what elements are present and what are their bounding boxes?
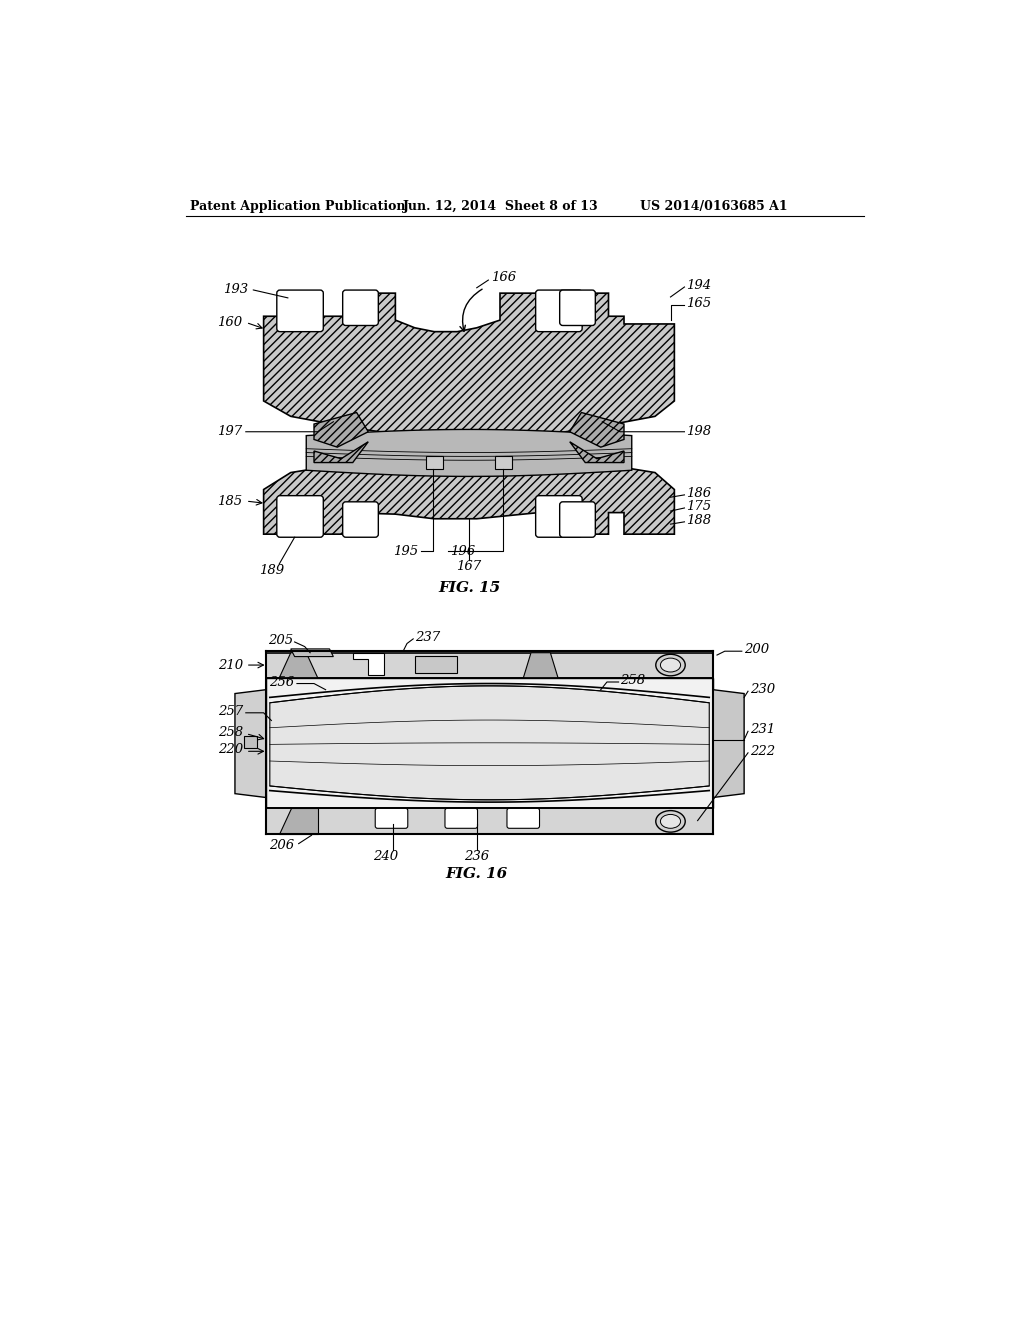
Bar <box>495 455 512 470</box>
Text: 195: 195 <box>393 545 419 557</box>
Polygon shape <box>523 653 558 678</box>
Polygon shape <box>280 653 317 678</box>
Bar <box>245 737 257 748</box>
Text: 185: 185 <box>217 495 243 508</box>
Polygon shape <box>352 653 384 675</box>
Text: 258: 258 <box>621 675 645 686</box>
Polygon shape <box>266 808 713 834</box>
FancyBboxPatch shape <box>343 502 378 537</box>
Text: 189: 189 <box>259 564 284 577</box>
Text: 222: 222 <box>750 744 775 758</box>
Text: Patent Application Publication: Patent Application Publication <box>190 199 406 213</box>
Polygon shape <box>314 442 369 462</box>
Bar <box>415 656 458 673</box>
Text: 193: 193 <box>223 282 248 296</box>
Polygon shape <box>291 649 334 656</box>
Text: 206: 206 <box>269 838 295 851</box>
Text: 200: 200 <box>744 643 769 656</box>
FancyBboxPatch shape <box>276 290 324 331</box>
FancyBboxPatch shape <box>560 290 595 326</box>
Polygon shape <box>314 412 369 447</box>
Text: FIG. 16: FIG. 16 <box>445 867 508 882</box>
Text: 167: 167 <box>457 560 481 573</box>
Polygon shape <box>569 412 624 447</box>
Ellipse shape <box>660 814 681 829</box>
Text: 220: 220 <box>217 743 243 756</box>
Text: 256: 256 <box>269 676 295 689</box>
Text: 197: 197 <box>217 425 243 438</box>
Text: 165: 165 <box>686 297 711 310</box>
Ellipse shape <box>655 810 685 832</box>
Text: 236: 236 <box>464 850 489 862</box>
Text: 196: 196 <box>450 545 475 557</box>
Text: 188: 188 <box>686 513 711 527</box>
Ellipse shape <box>660 659 681 672</box>
Text: 198: 198 <box>686 425 711 438</box>
FancyBboxPatch shape <box>560 502 595 537</box>
Text: 160: 160 <box>217 315 243 329</box>
FancyBboxPatch shape <box>276 496 324 537</box>
Text: 205: 205 <box>268 634 293 647</box>
Polygon shape <box>713 689 744 797</box>
Polygon shape <box>263 454 675 535</box>
Polygon shape <box>263 293 675 440</box>
Ellipse shape <box>655 655 685 676</box>
Bar <box>426 455 443 470</box>
FancyBboxPatch shape <box>343 290 378 326</box>
Text: 257: 257 <box>217 705 243 718</box>
Text: FIG. 15: FIG. 15 <box>438 581 500 595</box>
FancyBboxPatch shape <box>445 808 477 829</box>
FancyBboxPatch shape <box>375 808 408 829</box>
Text: 230: 230 <box>750 684 775 696</box>
Bar <box>266 678 713 808</box>
Text: 186: 186 <box>686 487 711 500</box>
FancyBboxPatch shape <box>536 290 583 331</box>
Text: 258: 258 <box>217 726 243 739</box>
Text: US 2014/0163685 A1: US 2014/0163685 A1 <box>640 199 787 213</box>
Text: 166: 166 <box>490 271 516 284</box>
FancyBboxPatch shape <box>507 808 540 829</box>
Polygon shape <box>569 442 624 462</box>
Text: 240: 240 <box>373 850 398 862</box>
Polygon shape <box>270 686 710 800</box>
Polygon shape <box>234 689 266 797</box>
FancyBboxPatch shape <box>536 496 583 537</box>
Text: 231: 231 <box>750 723 775 737</box>
Text: 194: 194 <box>686 279 711 292</box>
Polygon shape <box>306 429 632 477</box>
Text: 175: 175 <box>686 500 711 513</box>
Text: Jun. 12, 2014  Sheet 8 of 13: Jun. 12, 2014 Sheet 8 of 13 <box>403 199 599 213</box>
Text: 237: 237 <box>415 631 440 644</box>
Polygon shape <box>266 653 713 678</box>
Polygon shape <box>280 808 317 834</box>
Text: 210: 210 <box>217 659 243 672</box>
